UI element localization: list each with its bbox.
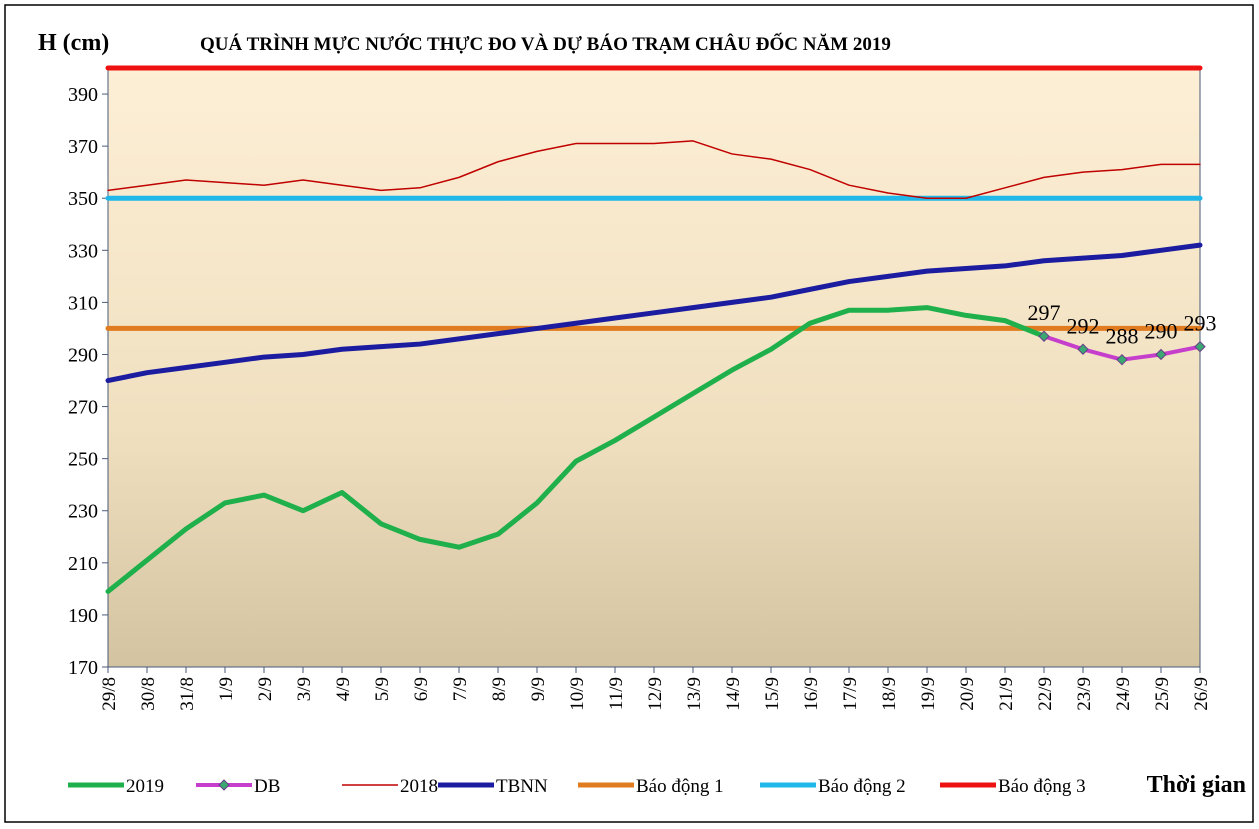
y-tick-label: 170 (68, 657, 98, 679)
data-label: 288 (1106, 324, 1139, 349)
y-tick-label: 210 (68, 553, 98, 575)
legend-label: DB (254, 776, 280, 797)
y-tick-label: 390 (68, 84, 98, 106)
legend-label: Báo động 3 (998, 776, 1086, 797)
x-tick-label: 20/9 (957, 677, 978, 711)
legend-label: 2018 (400, 776, 438, 797)
x-tick-label: 10/9 (567, 677, 588, 711)
x-tick-label: 7/9 (450, 677, 471, 701)
x-tick-label: 22/9 (1035, 677, 1056, 711)
legend-label: Báo động 2 (818, 776, 906, 797)
x-tick-label: 14/9 (723, 677, 744, 711)
legend-label: Báo động 1 (636, 776, 724, 797)
x-tick-label: 1/9 (216, 677, 237, 701)
y-tick-label: 370 (68, 136, 98, 158)
y-tick-label: 350 (68, 188, 98, 210)
data-label: 290 (1145, 318, 1178, 343)
series-line (105, 305, 1047, 594)
y-tick-label: 270 (68, 397, 98, 419)
point-marker (1077, 343, 1089, 355)
x-tick-label: 16/9 (801, 677, 822, 711)
x-tick-label: 23/9 (1074, 677, 1095, 711)
y-tick-label: 310 (68, 292, 98, 314)
y-tick-label: 290 (68, 344, 98, 366)
legend-label: TBNN (496, 776, 548, 797)
x-tick-label: 19/9 (918, 677, 939, 711)
x-axis-title: Thời gian (1147, 772, 1246, 798)
x-tick-label: 31/8 (177, 677, 198, 711)
x-tick-label: 15/9 (762, 677, 783, 711)
y-tick-label: 250 (68, 449, 98, 471)
y-tick-label: 230 (68, 501, 98, 523)
chart-title: QUÁ TRÌNH MỰC NƯỚC THỰC ĐO VÀ DỰ BÁO TRẠ… (200, 33, 891, 55)
legend-marker (218, 779, 230, 791)
x-tick-label: 3/9 (294, 677, 315, 701)
plot-area (107, 67, 1201, 668)
x-tick-label: 2/9 (255, 677, 276, 701)
x-tick-label: 8/9 (489, 677, 510, 701)
point-marker (1038, 330, 1050, 342)
x-tick-label: 21/9 (996, 677, 1017, 711)
data-label: 292 (1067, 313, 1100, 338)
x-tick-label: 24/9 (1113, 677, 1134, 711)
x-tick-label: 12/9 (645, 677, 666, 711)
point-marker (1116, 353, 1128, 366)
x-tick-label: 6/9 (411, 677, 432, 701)
x-tick-label: 18/9 (879, 677, 900, 711)
x-tick-label: 4/9 (333, 677, 354, 701)
y-axis-title: H (cm) (38, 30, 109, 56)
point-marker (1194, 340, 1206, 353)
y-tick-label: 190 (68, 605, 98, 627)
series-line (105, 242, 1203, 384)
x-tick-label: 9/9 (528, 677, 549, 701)
legend-label: 2019 (126, 776, 164, 797)
point-marker (1155, 348, 1167, 361)
x-tick-label: 13/9 (684, 677, 705, 711)
x-tick-label: 11/9 (606, 677, 627, 710)
x-tick-label: 29/8 (99, 677, 120, 711)
x-tick-label: 26/9 (1191, 677, 1212, 711)
series-line (107, 140, 1201, 199)
x-tick-label: 25/9 (1152, 677, 1173, 711)
x-tick-label: 30/8 (138, 677, 159, 711)
data-label: 297 (1028, 300, 1061, 325)
data-label: 293 (1184, 311, 1217, 336)
y-tick-label: 330 (68, 240, 98, 262)
x-tick-label: 17/9 (840, 677, 861, 711)
x-tick-label: 5/9 (372, 677, 393, 701)
